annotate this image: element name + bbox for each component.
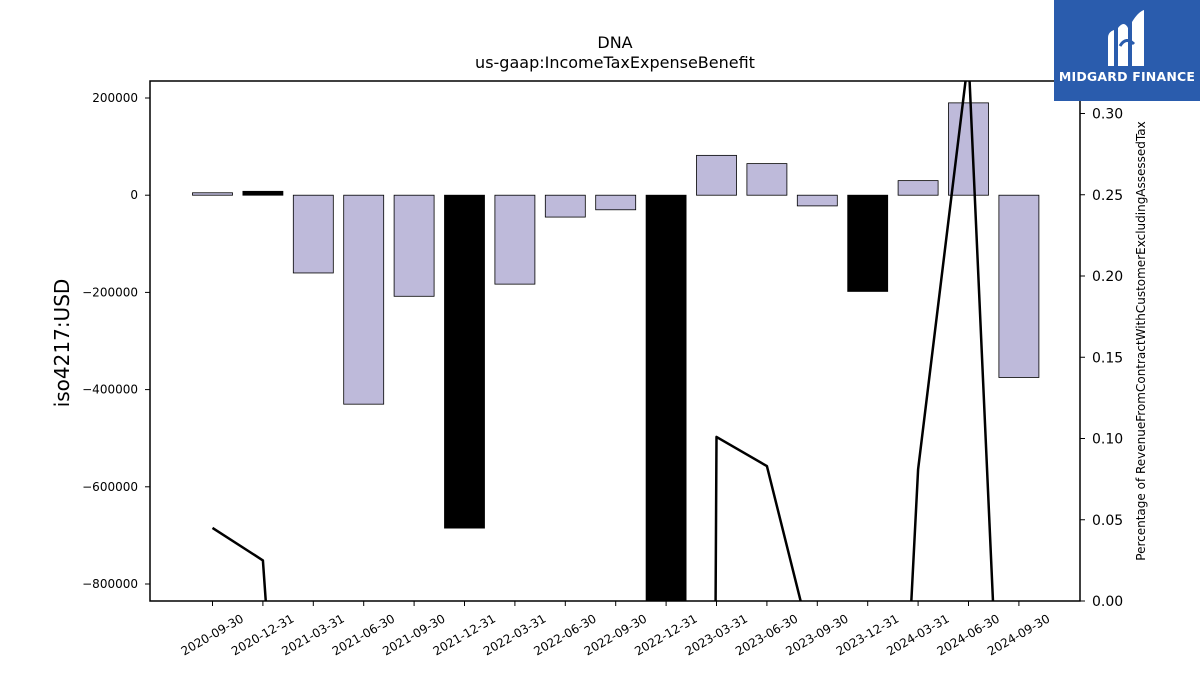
bar-2021-06-30	[343, 194, 385, 405]
bar-2022-09-30	[595, 194, 637, 211]
y2-tick-label: 0.00	[1092, 594, 1123, 610]
bar-2023-06-30	[746, 163, 788, 196]
y-tick-label: −600000	[82, 480, 138, 494]
plot-frame	[149, 80, 1081, 602]
line-segment-1	[211, 526, 268, 601]
bar-2024-09-30	[998, 194, 1040, 378]
y2-tick-label: 0.30	[1092, 107, 1123, 123]
y2-tick-label: 0.05	[1092, 513, 1123, 529]
y2-tick-label: 0.20	[1092, 269, 1123, 285]
y2-tick-label: 0.10	[1092, 432, 1123, 448]
y-tick-label: −800000	[82, 577, 138, 591]
y2-tick-label: 0.25	[1092, 188, 1123, 204]
chart-title: DNA	[597, 33, 632, 52]
bar-2022-06-30	[544, 194, 586, 218]
bar-2023-03-31	[696, 154, 737, 196]
logo-text: MIDGARD FINANCE	[1058, 69, 1196, 84]
bar-2021-12-31	[444, 194, 485, 529]
line-group	[211, 81, 995, 601]
y-tick-label: 200000	[92, 91, 138, 105]
chart-subtitle: us-gaap:IncomeTaxExpenseBenefit	[475, 53, 755, 72]
y-tick-label: 0	[130, 188, 138, 202]
y2-axis-label: Percentage of RevenueFromContractWithCus…	[1134, 121, 1148, 560]
line-segment-2	[714, 435, 802, 601]
bar-2021-09-30	[393, 194, 435, 297]
y-tick-label: −400000	[82, 383, 138, 397]
y2-tick-label: 0.15	[1092, 350, 1123, 366]
logo-mark-icon	[1108, 10, 1144, 66]
y-tick-label: −200000	[82, 285, 138, 299]
brand-logo: MIDGARD FINANCE	[1054, 0, 1200, 101]
bar-2021-03-31	[292, 194, 334, 274]
bar-2023-12-31	[847, 194, 889, 292]
bar-2022-12-31	[645, 194, 687, 601]
bar-2020-12-31	[242, 190, 284, 196]
bar-2024-03-31	[897, 180, 939, 196]
bar-2023-09-30	[796, 194, 838, 207]
line-segment-3	[910, 81, 995, 601]
bars-group	[192, 102, 1040, 601]
bar-2020-09-30	[192, 192, 233, 196]
bar-2022-03-31	[494, 194, 536, 285]
y-axis-label: iso4217:USD	[50, 279, 74, 408]
bar-2024-06-30	[948, 102, 989, 196]
